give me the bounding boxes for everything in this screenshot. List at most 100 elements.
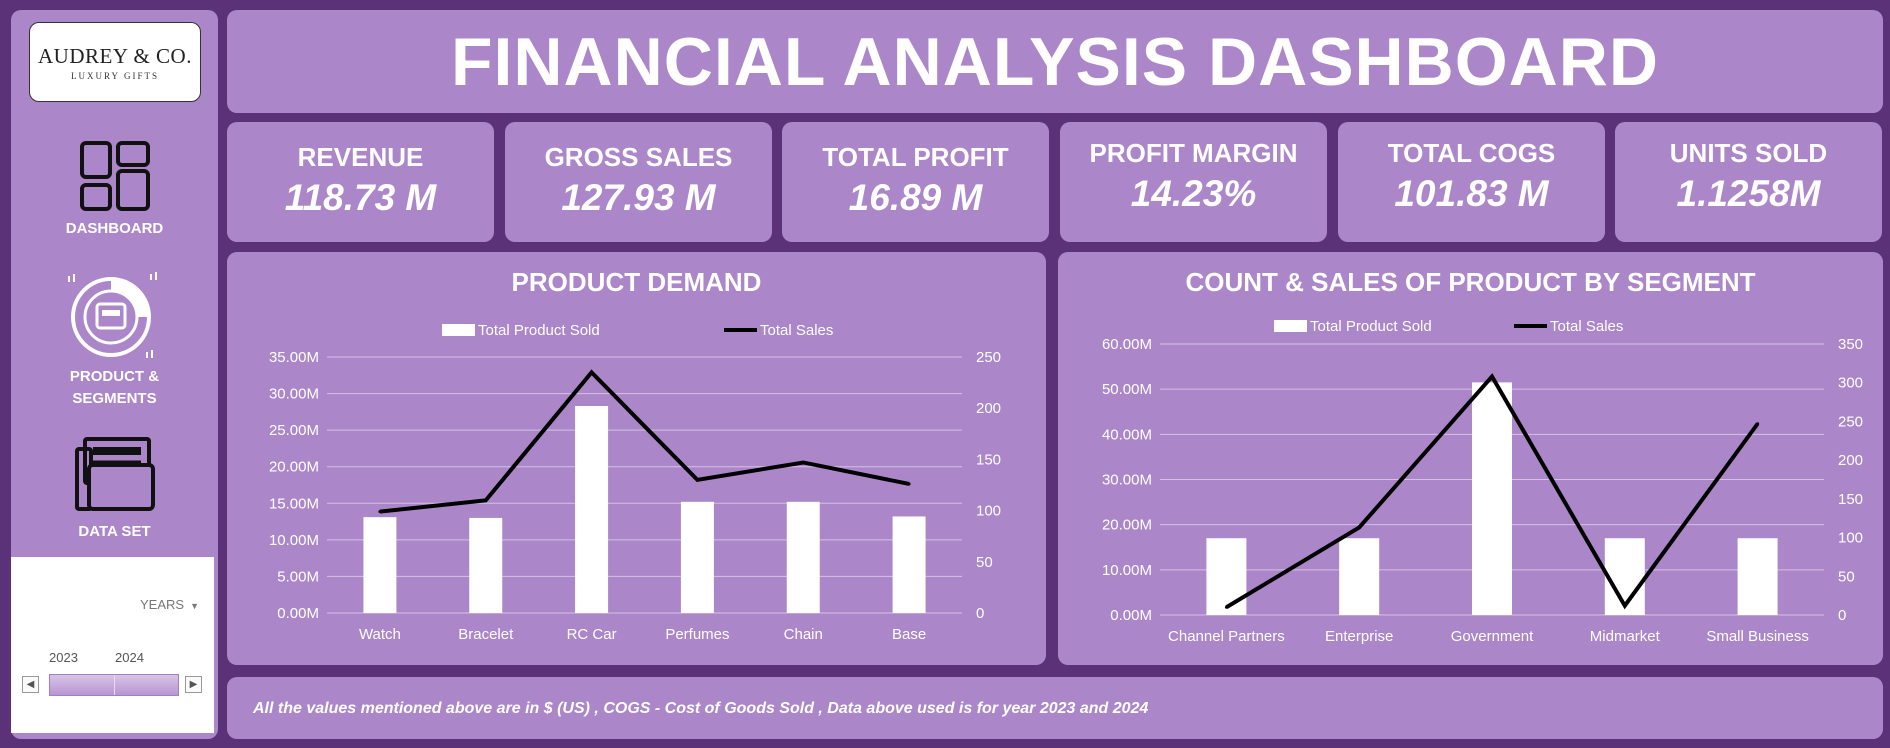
nav-product-label-1: PRODUCT & [69,368,160,385]
y-left-tick-label: 0.00M [277,605,319,622]
y-left-tick-label: 30.00M [1102,472,1152,489]
product-demand-plot: 0.00M 5.00M 10.00M 15.00M 20.00M 25.00M 30.00M… [269,322,1001,643]
slicer-header-label: YEARS [140,597,185,612]
bar-small-business [1737,538,1778,615]
legend-bar-swatch [1274,320,1307,332]
kpi-value: 16.89 M [848,177,983,218]
y-right-tick-label: 150 [1838,491,1863,508]
product-demand-chart: PRODUCT DEMAND 0.00M 5.00M 10.00M 15.00M 20.… [227,252,1046,665]
y-right-tick-label: 50 [1838,568,1855,585]
kpi-label: UNITS SOLD [1669,138,1828,168]
line-point [907,482,911,486]
y-right-tick-label: 300 [1838,375,1863,392]
nav-dashboard[interactable]: DASHBOARD [11,140,218,240]
bar-watch [363,517,397,613]
kpi-label: TOTAL PROFIT [822,142,1009,172]
timeline-divider [114,675,115,695]
kpi-value: 101.83 M [1394,173,1549,214]
y-right-tick-label: 0 [1838,607,1846,624]
y-left-tick-label: 50.00M [1102,381,1152,398]
bar-perfumes [680,501,714,613]
legend-bar-swatch [442,324,475,336]
x-tick-label: Watch [359,626,401,643]
kpi-gross-sales: GROSS SALES 127.93 M [505,122,772,242]
footer-note-panel: All the values mentioned above are in $ … [227,677,1883,739]
kpi-label: GROSS SALES [544,142,733,172]
x-tick-label: Channel Partners [1168,628,1285,645]
logo-tagline: LUXURY GIFTS [71,70,159,81]
dashboard-title: FINANCIAL ANALYSIS DASHBOARD [450,23,1659,100]
kpi-revenue: REVENUE 118.73 M [227,122,494,242]
scroll-right-icon[interactable]: ▶ [185,676,202,693]
nav-product-label-2: SEGMENTS [72,390,157,407]
x-tick-label: Perfumes [665,626,729,643]
title-banner: FINANCIAL ANALYSIS DASHBOARD [227,10,1883,113]
bar-base [892,516,926,613]
kpi-total-cogs: TOTAL COGS 101.83 M [1338,122,1605,242]
bar-chain [786,501,820,613]
total-sales-line [379,369,910,514]
x-tick-label: Chain [784,626,823,643]
x-tick-label: Midmarket [1590,628,1661,645]
bar-channel-partners [1206,538,1247,615]
y-right-tick-label: 0 [976,605,984,622]
y-left-tick-label: 10.00M [1102,562,1152,579]
kpi-value: 118.73 M [284,177,437,218]
chart-title: PRODUCT DEMAND [511,267,762,297]
y-right-tick-label: 200 [1838,452,1863,469]
y-left-tick-label: 15.00M [269,495,319,512]
line-point [695,478,699,482]
y-left-tick-label: 20.00M [269,459,319,476]
kpi-label: TOTAL COGS [1387,138,1556,168]
nav-data-set[interactable]: DATA SET [11,435,218,543]
kpi-value: 14.23% [1130,173,1257,214]
legend-bar-label: Total Product Sold [1310,318,1432,335]
nav-data-set-label: DATA SET [78,523,151,540]
line-point [484,498,488,502]
chart-title: COUNT & SALES OF PRODUCT BY SEGMENT [1185,267,1756,297]
kpi-total-profit: TOTAL PROFIT 16.89 M [782,122,1049,242]
x-tick-label: Government [1451,628,1534,645]
y-left-tick-label: 25.00M [269,422,319,439]
line-point [1756,422,1760,426]
line-point [1357,526,1361,530]
dashboard-icon [79,141,150,211]
line-point [1623,604,1627,608]
line-point [801,460,805,464]
slicer-year-2023[interactable]: 2023 [49,650,78,665]
pie-chart-box-icon [67,272,157,358]
slicer-year-2024[interactable]: 2024 [115,650,144,665]
y-right-tick-label: 200 [976,400,1001,417]
bar-rc-car [575,406,609,613]
kpi-value: 1.1258M [1676,173,1821,214]
kpi-profit-margin: PROFIT MARGIN 14.23% [1060,122,1327,242]
nav-product-segments[interactable]: PRODUCT & SEGMENTS [11,272,218,410]
segment-plot: 0.00M 10.00M 20.00M 30.00M 40.00M 50.00M 60.00… [1102,318,1863,645]
kpi-label: REVENUE [297,142,424,172]
dropdown-triangle-icon: ▼ [190,601,199,611]
legend-line-label: Total Sales [760,322,833,339]
kpi-label: PROFIT MARGIN [1089,138,1298,168]
legend-line-label: Total Sales [1550,318,1623,335]
sidebar: AUDREY & CO. LUXURY GIFTS DASHBOARD PROD… [11,10,218,739]
x-tick-label: RC Car [567,626,617,643]
x-tick-label: Bracelet [458,626,514,643]
slicer-header[interactable]: YEARS ▼ [140,597,199,612]
scroll-left-icon[interactable]: ◀ [22,676,39,693]
y-right-tick-label: 150 [976,451,1001,468]
y-left-tick-label: 20.00M [1102,517,1152,534]
legend-bar-label: Total Product Sold [478,322,600,339]
company-logo: AUDREY & CO. LUXURY GIFTS [29,22,201,102]
line-point [1490,375,1494,379]
y-left-tick-label: 60.00M [1102,336,1152,353]
bar-enterprise [1339,538,1380,615]
y-right-tick-label: 350 [1838,336,1863,353]
y-left-tick-label: 10.00M [269,532,319,549]
years-slicer: YEARS ▼ 2023 2024 ◀ ▶ [11,557,214,733]
x-tick-label: Enterprise [1325,628,1393,645]
y-left-tick-label: 35.00M [269,349,319,366]
nav-dashboard-label: DASHBOARD [65,220,164,237]
x-tick-label: Small Business [1706,628,1809,645]
slicer-timeline-bar[interactable] [49,674,179,696]
line-point [590,370,594,374]
